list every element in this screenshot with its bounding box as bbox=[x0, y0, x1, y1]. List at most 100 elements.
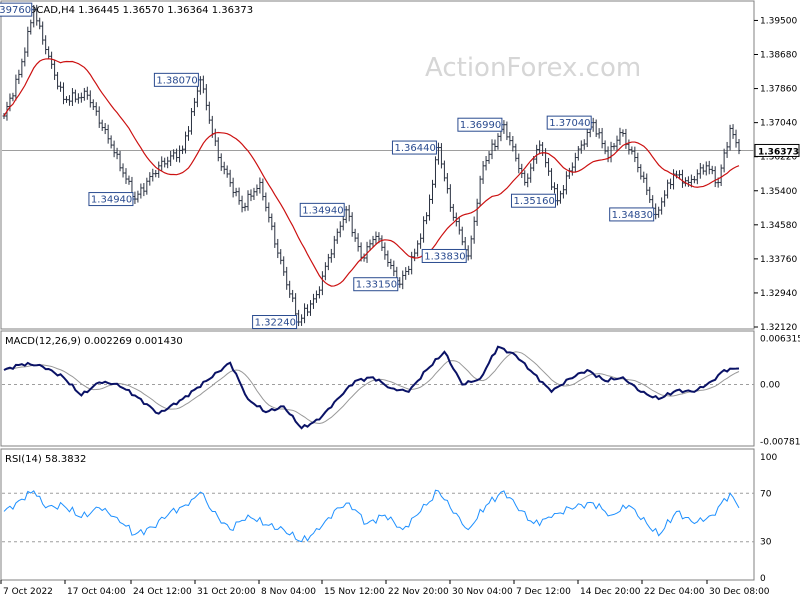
price-bar bbox=[178, 145, 182, 163]
y-tick-label: 1.39500 bbox=[760, 16, 797, 26]
price-bar bbox=[204, 84, 208, 111]
price-bar bbox=[219, 153, 223, 171]
price-bar bbox=[630, 146, 634, 155]
price-bar bbox=[422, 216, 426, 243]
annotation-label: 1.34940 bbox=[302, 205, 343, 216]
watermark: ActionForex.com bbox=[425, 53, 641, 83]
x-tick-label: 24 Oct 12:00 bbox=[133, 587, 192, 597]
price-bar bbox=[94, 102, 98, 116]
price-bar bbox=[142, 183, 146, 197]
annotation-label: 1.36440 bbox=[394, 143, 435, 154]
annotation-box bbox=[391, 140, 437, 155]
price-bar bbox=[597, 128, 601, 139]
price-bar bbox=[222, 161, 226, 175]
price-bar bbox=[228, 169, 232, 187]
price-bar bbox=[300, 314, 304, 326]
price-bar bbox=[26, 26, 30, 57]
price-bar bbox=[267, 202, 271, 223]
price-bar bbox=[154, 169, 158, 178]
price-bar bbox=[445, 173, 449, 194]
price-annotation: 1.36990 bbox=[457, 117, 504, 132]
price-bar bbox=[237, 187, 241, 205]
price-bar bbox=[288, 280, 292, 298]
price-bar bbox=[285, 266, 289, 290]
price-bar bbox=[148, 172, 152, 186]
price-bar bbox=[264, 192, 268, 212]
price-bar bbox=[151, 168, 155, 182]
price-bar bbox=[570, 162, 574, 176]
annotation-label: 1.35160 bbox=[513, 196, 554, 207]
price-bar bbox=[335, 228, 339, 244]
price-bar bbox=[216, 137, 220, 162]
price-bar bbox=[38, 17, 42, 30]
moving-average-line bbox=[3, 58, 740, 287]
price-bar bbox=[249, 189, 253, 202]
price-bar bbox=[407, 265, 411, 276]
annotation-box bbox=[252, 315, 298, 330]
price-bar bbox=[737, 139, 741, 155]
price-bar bbox=[332, 235, 336, 259]
price-bar bbox=[303, 303, 307, 324]
price-bar bbox=[585, 129, 589, 148]
price-bar bbox=[710, 165, 714, 175]
price-bar bbox=[82, 87, 86, 101]
annotation-label: 1.33830 bbox=[424, 251, 465, 262]
price-bar bbox=[416, 240, 420, 257]
price-bar bbox=[14, 74, 18, 101]
price-bar bbox=[719, 164, 723, 187]
macd-panel-frame bbox=[0, 330, 755, 447]
x-tick-label: 31 Oct 20:00 bbox=[197, 587, 256, 597]
price-bar bbox=[618, 127, 622, 146]
price-bar bbox=[496, 133, 500, 150]
rsi-tick-label: 70 bbox=[760, 489, 772, 499]
price-bar bbox=[163, 157, 167, 168]
price-bar bbox=[261, 178, 265, 201]
price-bar bbox=[579, 140, 583, 154]
price-annotation: 1.39760 bbox=[0, 2, 34, 17]
price-bar bbox=[320, 271, 324, 296]
price-annotation: 1.33830 bbox=[421, 248, 469, 263]
price-bar bbox=[186, 126, 190, 141]
price-bar bbox=[70, 88, 74, 106]
y-tick-label: 1.32120 bbox=[760, 323, 797, 333]
annotation-label: 1.38070 bbox=[156, 75, 197, 86]
macd-tick-label: 0.006315 bbox=[760, 335, 800, 345]
symbol-info: USDCAD,H4 1.36445 1.36570 1.36364 1.3637… bbox=[15, 5, 253, 16]
price-bar bbox=[695, 169, 699, 185]
price-bar bbox=[306, 304, 310, 317]
price-bar bbox=[600, 127, 604, 149]
price-bar bbox=[201, 75, 205, 94]
price-bar bbox=[44, 35, 48, 55]
price-bar bbox=[192, 97, 196, 116]
price-bar bbox=[225, 165, 229, 178]
price-bar bbox=[442, 160, 446, 182]
price-bar bbox=[252, 187, 256, 200]
rsi-plot bbox=[2, 489, 754, 543]
price-bar bbox=[112, 140, 116, 158]
price-bar bbox=[490, 139, 494, 160]
price-bar bbox=[374, 231, 378, 245]
macd-line bbox=[3, 345, 740, 430]
price-bar bbox=[273, 222, 277, 248]
price-bar bbox=[56, 71, 60, 90]
y-tick-label: 1.37040 bbox=[760, 119, 797, 129]
price-bar bbox=[428, 194, 432, 221]
annotation-label: 1.33150 bbox=[356, 280, 397, 291]
price-bar bbox=[79, 92, 83, 103]
price-bar bbox=[404, 267, 408, 280]
price-bar bbox=[118, 150, 122, 172]
price-bar bbox=[558, 190, 562, 204]
price-bar bbox=[555, 183, 559, 206]
price-bar bbox=[297, 309, 301, 327]
price-annotation: 1.34940 bbox=[299, 202, 347, 217]
price-bar bbox=[100, 119, 104, 131]
y-tick-label: 1.33760 bbox=[760, 255, 797, 265]
price-bar bbox=[371, 235, 375, 248]
price-bar bbox=[231, 177, 235, 198]
price-bar bbox=[380, 235, 384, 251]
price-bar bbox=[64, 96, 68, 103]
price-bar bbox=[627, 139, 631, 155]
price-bar bbox=[172, 149, 176, 160]
price-bar bbox=[17, 69, 21, 85]
price-bar bbox=[704, 161, 708, 176]
